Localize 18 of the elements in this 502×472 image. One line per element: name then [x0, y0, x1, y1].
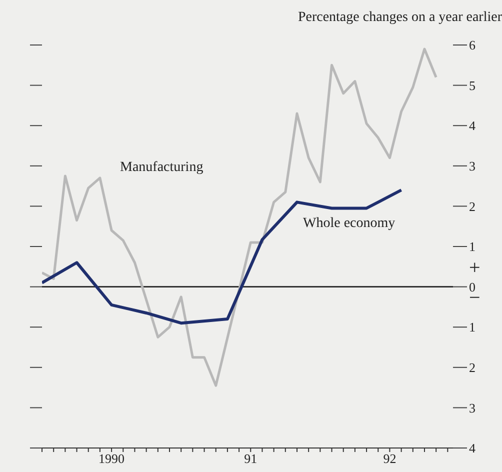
- y-axis-title: Percentage changes on a year earlier: [298, 10, 502, 26]
- y-tick-label: 3: [469, 158, 476, 174]
- x-tick-label: 1990: [98, 451, 125, 466]
- y-tick-label: 6: [469, 38, 476, 53]
- x-tick-label: 92: [383, 451, 396, 466]
- y-tick-label: 5: [469, 78, 476, 93]
- y-tick-label: 0: [469, 279, 476, 294]
- series-label: Manufacturing: [120, 160, 204, 176]
- y-tick-label: 4: [469, 440, 476, 456]
- series-label: Whole economy: [303, 216, 396, 232]
- y-tick-label: 4: [469, 118, 476, 134]
- y-tick-label: 2: [469, 360, 476, 376]
- y-tick-label: 3: [469, 400, 476, 416]
- text: +: [469, 256, 480, 280]
- x-tick-label: 91: [244, 451, 258, 466]
- y-tick-label: 2: [469, 198, 476, 214]
- y-tick-label: 1: [469, 239, 476, 254]
- y-tick-label: 1: [469, 320, 476, 335]
